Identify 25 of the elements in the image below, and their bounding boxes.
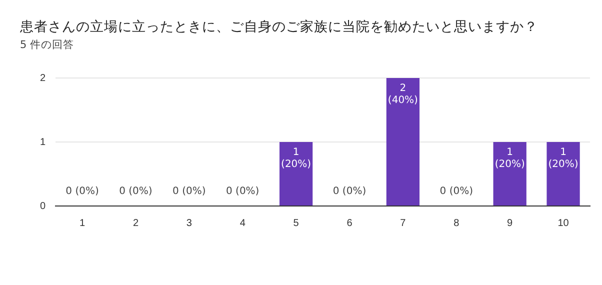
chart-subtitle: 5 件の回答 (20, 38, 74, 52)
x-tick-label: 9 (507, 218, 514, 229)
data-label: 0 (0%) (66, 186, 99, 197)
y-tick-label: 2 (40, 72, 46, 84)
data-label: 0 (0%) (440, 186, 474, 197)
data-label: 1 (20%) (281, 147, 312, 170)
x-tick-label: 5 (293, 218, 300, 229)
data-label: 0 (0%) (226, 186, 260, 197)
y-tick-label: 0 (40, 200, 46, 212)
x-tick-label: 6 (346, 218, 353, 229)
x-tick-label: 2 (132, 218, 139, 229)
x-tick-label: 8 (454, 218, 460, 229)
x-tick-label: 7 (400, 218, 406, 229)
x-tick-label: 3 (186, 218, 192, 229)
x-tick-label: 4 (240, 218, 246, 229)
data-label: 0 (0%) (119, 186, 152, 197)
y-tick-label: 1 (40, 136, 46, 148)
x-tick-label: 1 (80, 218, 86, 229)
data-label: 1 (20%) (548, 147, 578, 170)
data-label: 0 (0%) (332, 186, 366, 197)
data-label: 0 (0%) (172, 186, 206, 197)
data-label: 2 (40%) (388, 83, 418, 106)
x-tick-label: 10 (558, 218, 570, 229)
data-label: 1 (20%) (494, 147, 525, 170)
chart-title: 患者さんの立場に立ったときに、ご自身のご家族に当院を勧めたいと思いますか？ (20, 18, 538, 36)
